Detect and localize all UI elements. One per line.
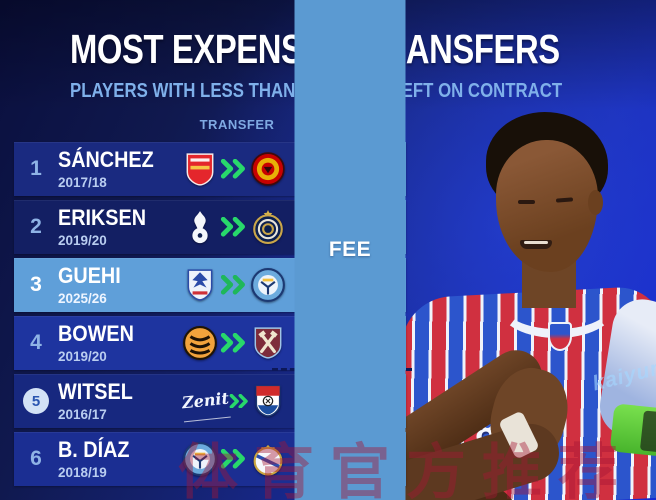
rank: 6 [30,447,42,470]
rank-circle-badge: 5 [23,388,49,414]
club-badge-hull-city-icon [182,325,218,361]
player-mouth [520,240,552,249]
club-badge-real-madrid-icon [250,441,286,477]
transfer-cell [182,316,286,370]
transfer-cell [182,258,286,312]
transfer-arrow-icon [220,333,248,353]
club-badge-manchester-city-icon [182,441,218,477]
player-name: ERIKSEN [58,205,147,231]
player-name: WITSEL [58,379,133,405]
player-name: BOWEN [58,321,134,347]
rank: 5 [14,388,58,414]
season: 2019/20 [58,232,107,248]
club-badge-arsenal-icon [182,151,218,187]
season: 2018/19 [58,464,107,480]
club-badge-west-ham-icon [250,325,286,361]
player-eye [518,200,535,204]
player-face [496,140,598,272]
club-badge-crystal-palace-icon [182,267,218,303]
player-photo: 88 kaiyun [361,88,656,500]
transfer-arrow-icon [220,449,248,469]
club-badge-tianjin-quanjian-icon [250,383,286,419]
player-name: GUEHI [58,263,121,289]
transfer-cell [182,432,286,486]
club-badge-inter-milan-icon [250,209,286,245]
player-name: SÁNCHEZ [58,147,154,173]
club-badge-manchester-city-icon [250,267,286,303]
column-header-fee: FEE [294,0,406,500]
transfer-cell [182,200,286,254]
bottom-watermark: 体育官方推荐 [178,438,634,500]
transfer-cell: Zenit [180,374,286,428]
transfer-arrow-icon [220,217,248,237]
rank: 3 [30,273,42,296]
player-block: B. DÍAZ 2018/19 [58,437,168,480]
club-badge-manchester-united-icon [250,151,286,187]
season: 2017/18 [58,174,107,190]
transfer-arrow-icon [220,159,248,179]
transfer-cell [182,142,286,196]
player-ear [588,190,603,215]
rank: 4 [30,331,42,354]
transfer-arrow-icon [220,275,248,295]
armband-panel [639,410,656,453]
season: 2025/26 [58,290,107,306]
club-logo-zenit: Zenit [180,380,231,422]
season: 2019/20 [58,348,107,364]
player-teeth [524,241,548,244]
column-header-transfer: TRANSFER [199,117,275,132]
transfer-arrow-icon [229,391,250,411]
player-block: WITSEL 2016/17 [58,379,168,422]
rank: 2 [30,215,42,238]
player-name: B. DÍAZ [58,437,130,463]
player-block: BOWEN 2019/20 [58,321,168,364]
club-badge-tottenham-icon [182,209,218,245]
shirt-crest [548,322,572,351]
rank: 1 [30,157,42,180]
player-block: GUEHI 2025/26 [58,263,168,306]
season: 2016/17 [58,406,107,422]
player-block: SÁNCHEZ 2017/18 [58,147,168,190]
player-block: ERIKSEN 2019/20 [58,205,168,248]
